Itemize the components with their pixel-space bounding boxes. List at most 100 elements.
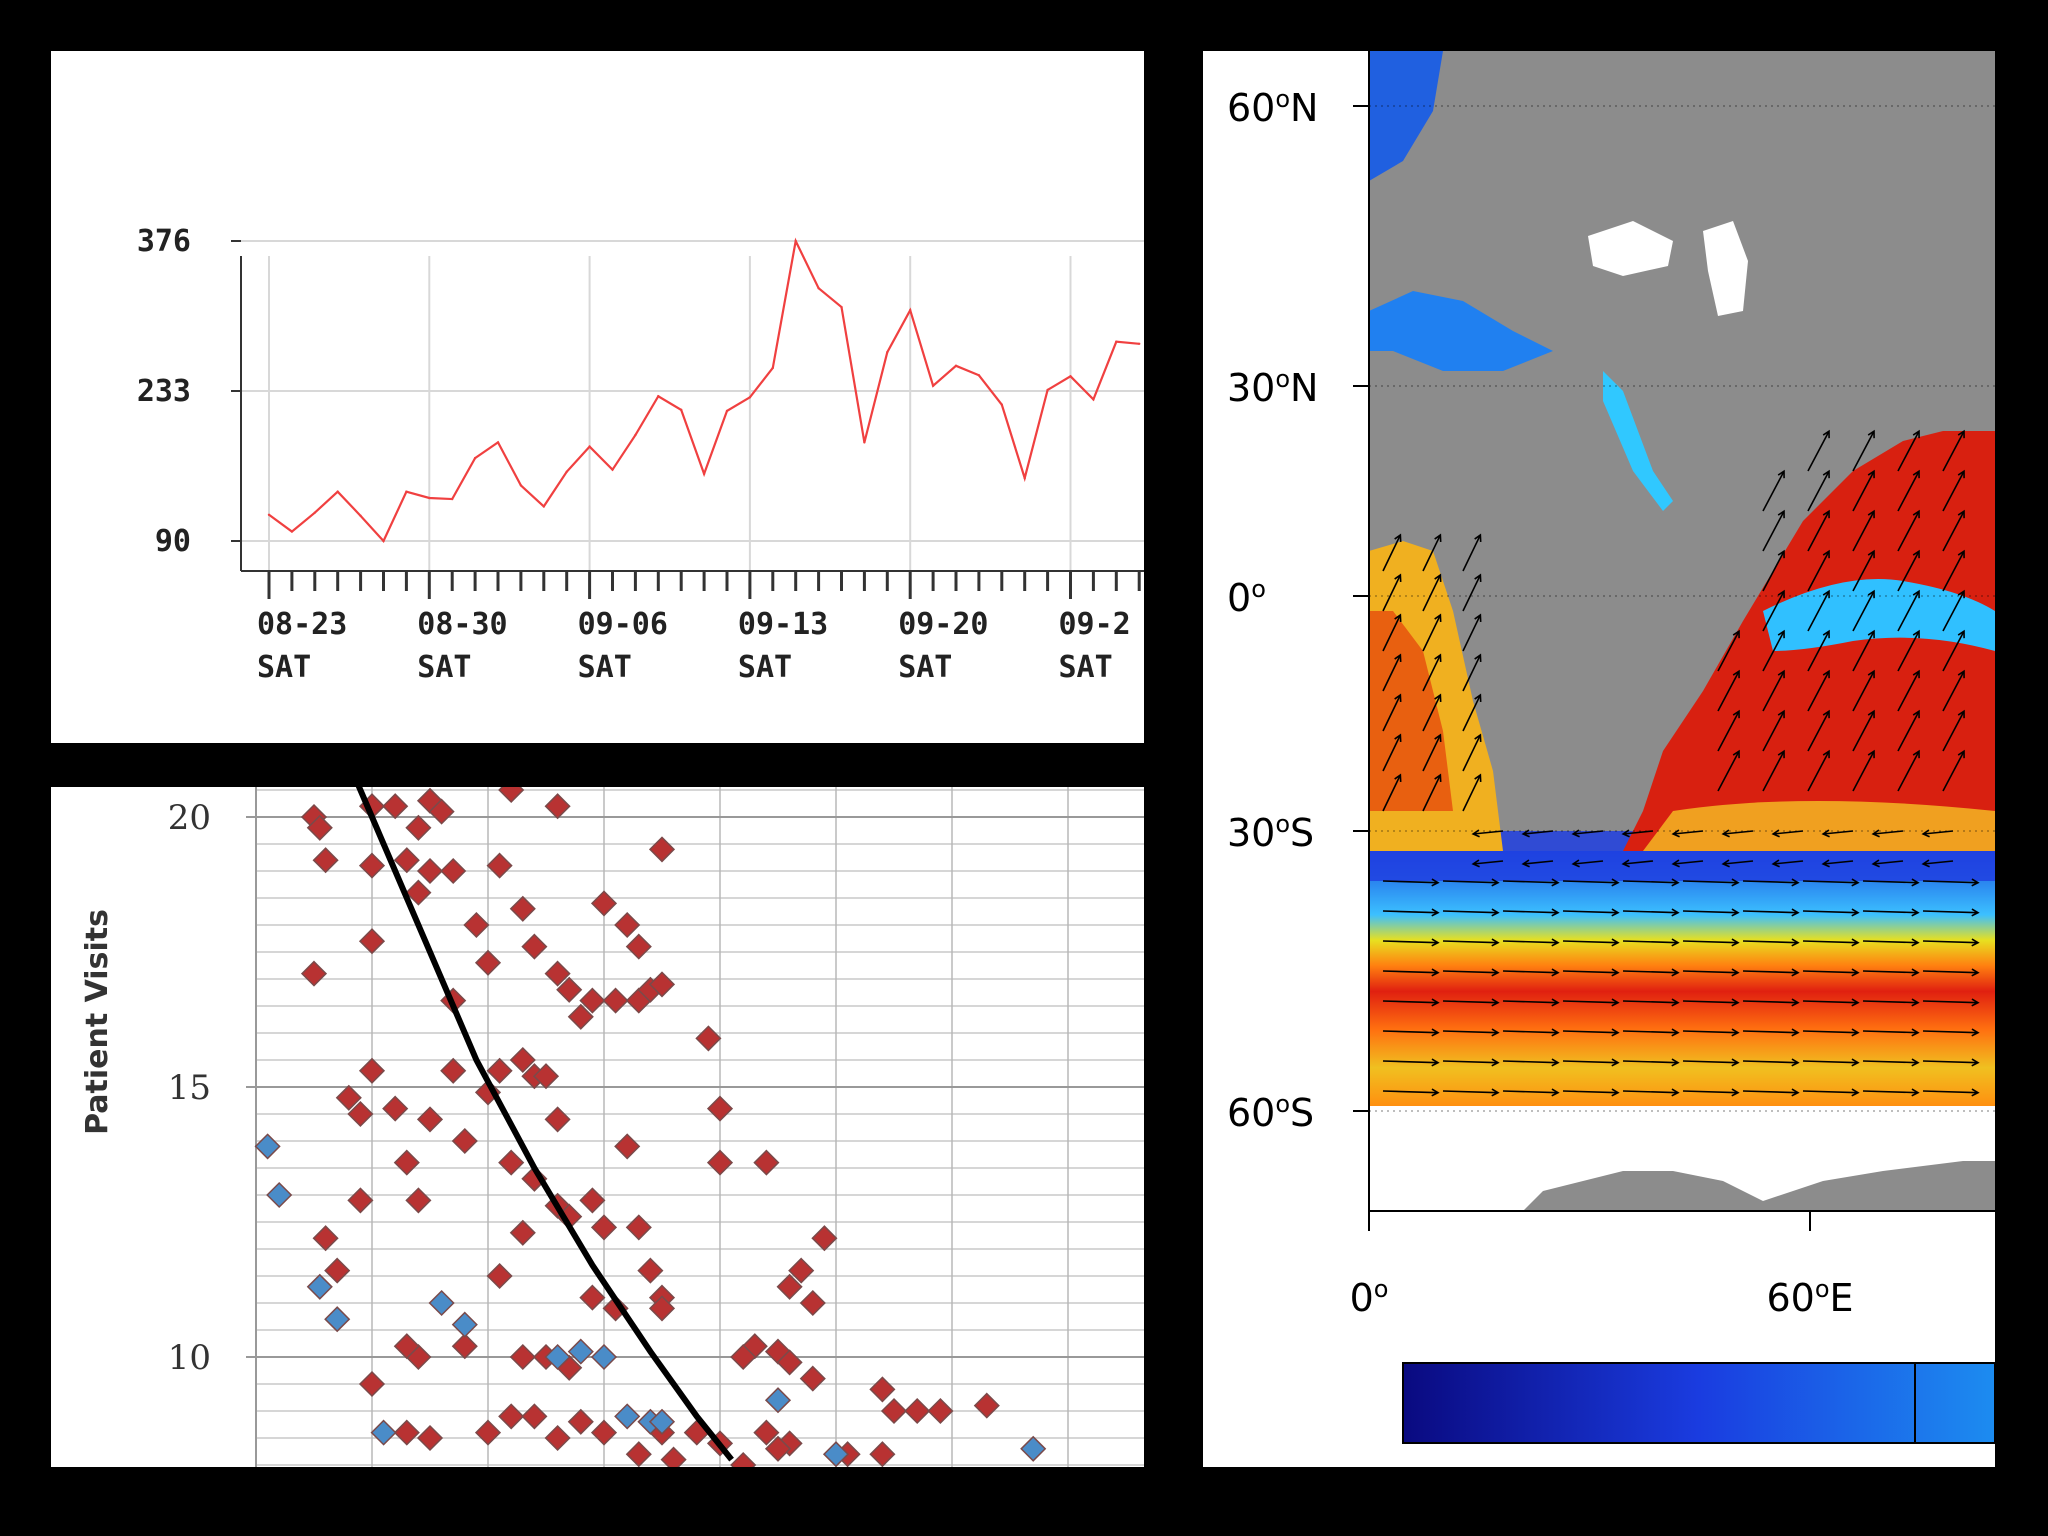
- wind-arrow-head: [1911, 1028, 1920, 1037]
- wind-arrow-head: [1867, 469, 1875, 479]
- scatter-point: [393, 1419, 420, 1446]
- wind-arrow: [1897, 470, 1920, 512]
- line-chart-panel: 376 233 90 08-23 SAT 08-30 SAT 09-06 SAT 09-13 SAT…: [51, 51, 1144, 743]
- wind-arrow: [1622, 1000, 1678, 1004]
- line-point: [794, 239, 797, 243]
- wind-arrow-head: [1551, 968, 1560, 977]
- wind-arrow: [1742, 1090, 1798, 1094]
- wind-arrow: [1942, 710, 1965, 752]
- lon-label: 60oE: [1766, 1275, 1853, 1320]
- wind-arrow-head: [1571, 829, 1580, 838]
- scatter-point: [324, 1257, 351, 1284]
- wind-arrow-head: [1671, 1088, 1680, 1097]
- lat-label: 60oS: [1227, 1090, 1314, 1135]
- wind-arrow: [1622, 1060, 1678, 1064]
- lat-label: 30oN: [1227, 365, 1318, 410]
- wind-arrow-head: [1911, 908, 1920, 917]
- wind-arrow: [1807, 470, 1830, 512]
- scatter-point: [451, 1311, 478, 1338]
- wind-arrow-head: [1822, 549, 1830, 559]
- wind-arrow-head: [1491, 938, 1500, 947]
- wind-arrow-head: [1971, 968, 1980, 977]
- scatter-point: [254, 1133, 281, 1160]
- scatter-point: [509, 1343, 536, 1371]
- scatter-point: [602, 987, 629, 1014]
- scatter-point: [358, 928, 386, 955]
- wind-arrow-head: [1957, 509, 1965, 519]
- scatter-point: [544, 1343, 571, 1371]
- wind-arrow: [1382, 1060, 1438, 1064]
- line-point: [428, 496, 431, 500]
- wind-arrow-head: [1721, 859, 1730, 868]
- scatter-chart: 20 15 10 Patient Visits: [80, 787, 1144, 1467]
- wind-arrow-head: [1671, 908, 1680, 917]
- scatter-point: [811, 1225, 838, 1252]
- wind-arrow: [1862, 970, 1918, 974]
- wind-arrow: [1717, 750, 1740, 792]
- wind-arrow: [1422, 574, 1442, 612]
- wind-arrow: [1807, 670, 1830, 712]
- wind-arrow-head: [1971, 878, 1980, 887]
- wind-arrow: [1897, 710, 1920, 752]
- wind-arrow-head: [1521, 829, 1530, 838]
- wind-arrow: [1462, 774, 1482, 812]
- wind-arrow: [1762, 710, 1785, 752]
- wind-arrow: [1942, 590, 1965, 632]
- wind-arrow: [1807, 590, 1830, 632]
- wind-arrow: [1852, 510, 1875, 552]
- scatter-point: [440, 1057, 467, 1084]
- line-point: [634, 433, 637, 437]
- scatter-point: [764, 1435, 792, 1462]
- scatter-point: [567, 1003, 594, 1030]
- wind-arrow-head: [1732, 749, 1740, 759]
- wind-arrow: [1922, 970, 1978, 974]
- wind-arrow-head: [1611, 1028, 1620, 1037]
- wind-arrow: [1852, 470, 1875, 512]
- wind-arrow-head: [1871, 859, 1880, 868]
- wind-arrow: [1762, 670, 1785, 712]
- wind-arrow: [1562, 1030, 1618, 1034]
- scatter-point: [648, 971, 676, 998]
- scatter-point: [440, 857, 467, 885]
- wind-arrow-head: [1731, 968, 1740, 977]
- line-point: [336, 490, 339, 493]
- wind-arrow-head: [1434, 693, 1442, 702]
- wind-arrow: [1382, 574, 1402, 612]
- scatter-point: [579, 1187, 606, 1214]
- wind-arrow: [1682, 1060, 1738, 1064]
- wind-arrow-head: [1474, 653, 1482, 662]
- wind-arrow-head: [1867, 709, 1875, 719]
- scatter-point: [347, 1187, 374, 1214]
- line-point: [1115, 340, 1118, 343]
- scatter-point: [393, 1149, 420, 1176]
- wind-arrow: [1502, 910, 1558, 914]
- wind-arrow: [1442, 1060, 1498, 1064]
- line-point: [909, 309, 912, 312]
- wind-arrow-head: [1671, 1028, 1680, 1037]
- scatter-point: [509, 1046, 536, 1074]
- lon-label: 0o: [1350, 1275, 1389, 1320]
- wind-arrow-head: [1912, 469, 1920, 479]
- scatter-point: [590, 1419, 618, 1446]
- scatter-point: [382, 1095, 409, 1122]
- wind-arrow: [1852, 590, 1875, 632]
- wind-arrow: [1942, 670, 1965, 712]
- wind-arrow: [1723, 860, 1754, 865]
- scatter-point: [474, 949, 502, 976]
- wind-arrow-head: [1791, 968, 1800, 977]
- wind-arrow: [1502, 1000, 1558, 1004]
- wind-arrow-head: [1551, 1088, 1560, 1097]
- scatter-point: [335, 1084, 362, 1111]
- scatter-point: [904, 1397, 931, 1425]
- wind-arrow: [1852, 710, 1875, 752]
- wind-arrow-head: [1971, 938, 1980, 947]
- scatter-y-tick-label: 10: [168, 1338, 211, 1378]
- line-point: [863, 441, 866, 444]
- wind-arrow-head: [1867, 509, 1875, 519]
- wind-arrow: [1462, 614, 1482, 652]
- wind-arrow-head: [1912, 509, 1920, 519]
- wind-arrow: [1622, 910, 1678, 914]
- indian-ocean-south: [1643, 801, 1995, 851]
- wind-arrow-head: [1394, 613, 1402, 622]
- wind-arrow-head: [1731, 998, 1740, 1007]
